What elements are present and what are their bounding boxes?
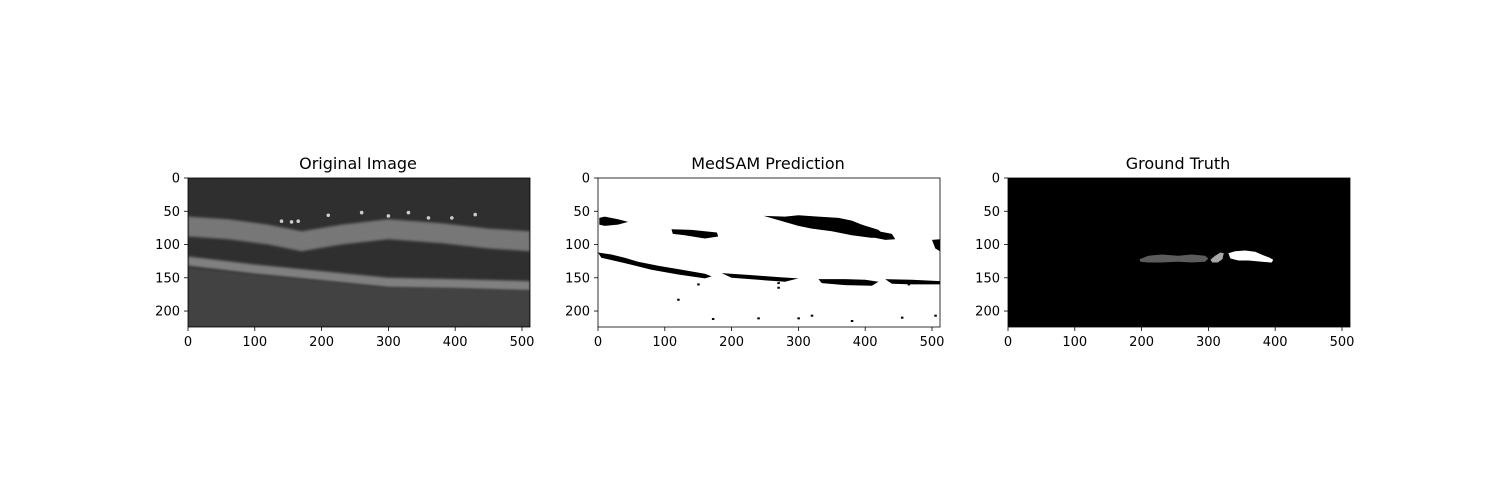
chart-title: MedSAM Prediction [691,154,845,173]
y-tick-label: 0 [172,172,180,187]
chart-title: Original Image [299,154,417,173]
x-tick-label: 0 [594,335,602,350]
axes-frame [597,177,941,328]
y-tick-label: 0 [582,172,590,187]
mask-speck [697,283,700,286]
mask-region [763,215,886,238]
x-tick-label: 300 [1196,335,1221,350]
x-tick-label: 0 [184,335,192,350]
y-tick-label: 50 [983,205,1000,220]
chart-title: Ground Truth [1126,154,1231,173]
x-tick-label: 300 [786,335,811,350]
mask-speck [677,298,680,301]
y-tick-label: 50 [573,205,590,220]
mask-speck [907,283,911,286]
y-tick-label: 0 [992,172,1000,187]
mask-region [885,279,940,285]
mask-speck [711,318,715,321]
mask-background [1008,178,1350,327]
mask-speck [934,314,937,317]
x-tick-label: 100 [1062,335,1087,350]
x-tick-label: 200 [719,335,744,350]
label-region-2 [1210,252,1224,263]
image-area [598,178,940,327]
x-tick-label: 300 [376,335,401,350]
panel-ground-truth: Ground Truth 0 100 200 300 400 500 0 50 100 150 20… [975,154,1354,350]
mask-region [598,252,712,279]
mask-region [671,229,719,239]
mask-region [721,273,799,282]
panel-medsam-prediction: MedSAM Prediction 0 100 200 300 400 500 0 50 100… [565,154,944,350]
x-tick-label: 0 [1004,335,1012,350]
x-tick-label: 400 [443,335,468,350]
x-tick-label: 200 [309,335,334,350]
image-area [1008,178,1350,327]
speckle-noise [188,178,530,327]
y-tick-label: 100 [975,238,1000,253]
x-tick-label: 500 [1330,335,1355,350]
x-tick-label: 500 [510,335,535,350]
axes-frame [187,177,531,328]
label-region-3 [1228,250,1274,263]
x-tick-label: 500 [920,335,945,350]
y-tick-label: 50 [163,205,180,220]
label-region-1 [1139,254,1209,263]
mask-region [599,216,629,226]
mask-region [818,279,879,286]
axis-ticks: 0 100 200 300 400 500 0 50 100 150 200 [155,172,534,351]
mask-speck [810,314,814,317]
axis-ticks: 0 100 200 300 400 500 0 50 100 150 200 [975,172,1354,351]
mask-speck [757,317,760,320]
y-tick-label: 150 [975,271,1000,286]
y-tick-label: 150 [565,271,590,286]
mask-speck [900,316,904,319]
y-tick-label: 100 [565,238,590,253]
mask-background [598,178,940,327]
x-tick-label: 400 [853,335,878,350]
x-tick-label: 400 [1263,335,1288,350]
y-tick-label: 200 [565,305,590,320]
axes-frame [1007,177,1351,328]
mask-speck [777,282,780,285]
y-tick-label: 150 [155,271,180,286]
y-tick-label: 200 [975,305,1000,320]
panel-original-image: Original Image 0 100 200 300 400 500 0 50 100 150… [155,154,534,350]
x-tick-label: 100 [652,335,677,350]
mask-region [932,239,940,252]
mask-speck [797,317,800,320]
y-tick-label: 200 [155,305,180,320]
x-tick-label: 200 [1129,335,1154,350]
axis-ticks: 0 100 200 300 400 500 0 50 100 150 200 [565,172,944,351]
x-tick-label: 100 [242,335,267,350]
image-area [188,178,530,327]
mask-speck [777,286,780,289]
mask-speck [850,320,854,323]
y-tick-label: 100 [155,238,180,253]
mask-region [865,231,896,240]
